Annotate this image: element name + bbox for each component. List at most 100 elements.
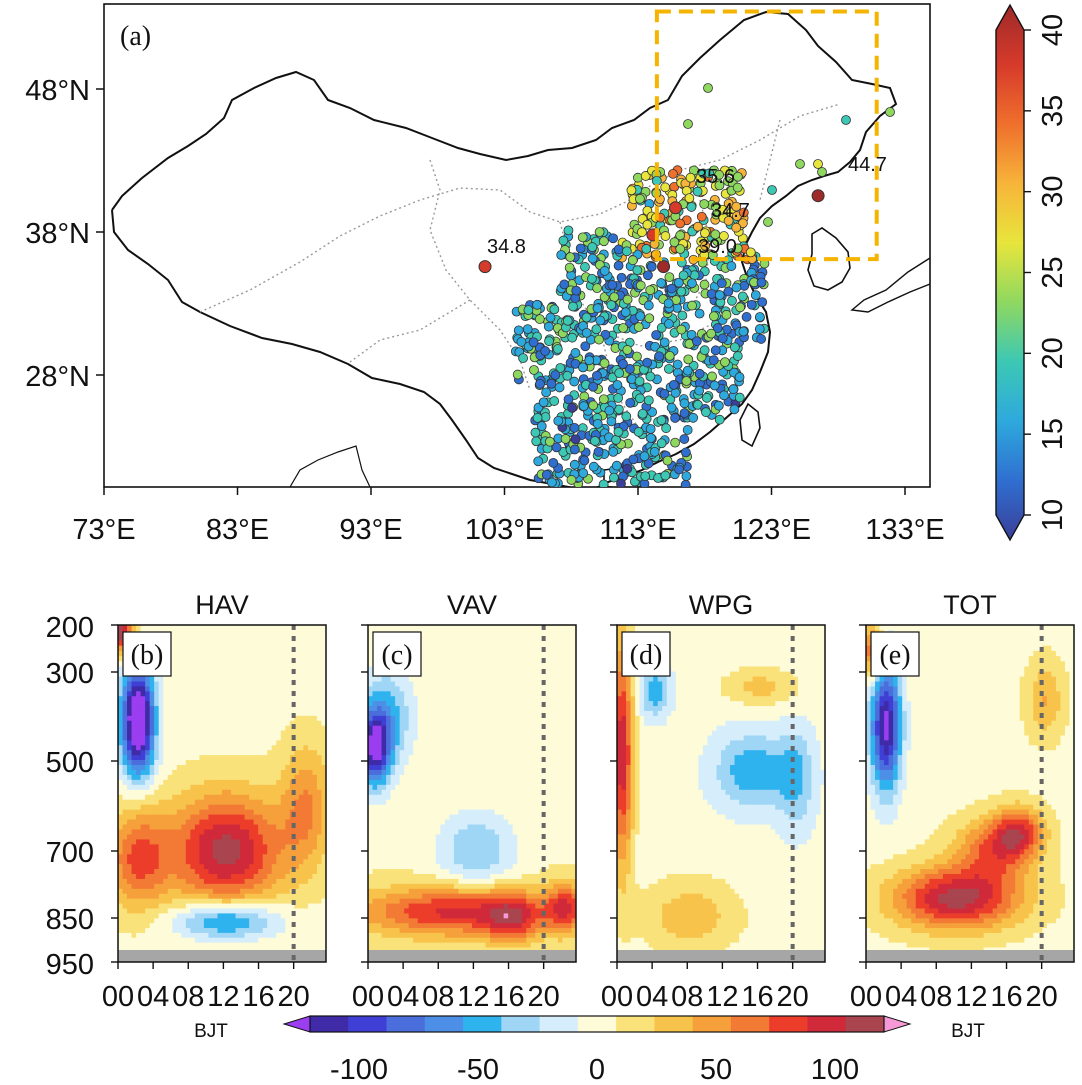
heatmap-cell xyxy=(194,942,200,949)
heatmap-cell xyxy=(231,937,237,944)
heatmap-cell xyxy=(404,923,410,929)
heatmap-cell xyxy=(408,824,414,831)
heatmap-cell xyxy=(395,932,401,939)
heatmap-cell xyxy=(377,799,383,806)
heatmap-cell xyxy=(386,701,392,707)
heatmap-cell xyxy=(276,859,282,865)
heatmap-cell xyxy=(244,769,250,776)
heatmap-cell xyxy=(240,779,246,786)
heatmap-cell xyxy=(381,779,387,786)
heatmap-cell xyxy=(280,671,286,678)
heatmap-cell xyxy=(158,814,164,821)
heatmap-cell xyxy=(262,760,268,766)
heatmap-cell xyxy=(244,696,250,702)
heatmap-cell xyxy=(226,774,232,781)
heatmap-cell xyxy=(285,750,291,756)
heatmap-cell xyxy=(208,666,214,673)
heatmap-cell xyxy=(208,888,214,895)
heatmap-cell xyxy=(190,844,196,850)
station-marker xyxy=(581,312,592,323)
heatmap-cell xyxy=(368,640,374,647)
heatmap-cell xyxy=(244,854,250,860)
heatmap-cell xyxy=(231,809,237,816)
heatmap-cell xyxy=(368,676,374,683)
heatmap-cell xyxy=(312,645,318,652)
hour-tick-label: 12 xyxy=(207,981,239,1013)
heatmap-cell xyxy=(122,750,128,756)
heatmap-cell xyxy=(244,804,250,811)
heatmap-cell xyxy=(136,923,142,929)
heatmap-cell xyxy=(226,918,232,924)
heatmap-cell xyxy=(208,760,214,766)
heatmap-cell xyxy=(244,824,250,831)
heatmap-cell xyxy=(298,676,304,683)
heatmap-cell xyxy=(395,715,401,722)
heatmap-cell xyxy=(262,864,268,870)
heatmap-cell xyxy=(176,824,182,831)
heatmap-cell xyxy=(267,864,273,870)
heatmap-cell xyxy=(208,878,214,885)
heatmap-cell xyxy=(368,635,374,642)
heatmap-cell xyxy=(176,898,182,905)
heatmap-cell xyxy=(307,764,314,771)
heatmap-cell xyxy=(145,706,151,712)
station-marker xyxy=(593,446,604,457)
heatmap-cell xyxy=(158,849,164,855)
station-marker xyxy=(587,273,597,284)
heatmap-cell xyxy=(199,923,205,929)
heatmap-cell xyxy=(190,928,196,934)
heatmap-cell xyxy=(276,814,282,821)
heatmap-cell xyxy=(212,942,219,949)
heatmap-cell xyxy=(408,849,414,855)
station-marker xyxy=(588,400,599,411)
heatmap-cell xyxy=(258,908,264,915)
heatmap-cell xyxy=(217,735,223,741)
station-marker xyxy=(578,401,589,411)
heatmap-cell xyxy=(271,710,277,717)
heatmap-cell xyxy=(267,893,273,900)
heatmap-cell xyxy=(222,893,228,900)
heatmap-cell xyxy=(307,676,314,683)
heatmap-cell xyxy=(231,839,237,845)
heatmap-cell xyxy=(199,819,205,826)
heatmap-cell xyxy=(262,784,268,791)
heatmap-cell xyxy=(158,869,164,875)
heatmap-cell xyxy=(258,869,264,875)
heatmap-cell xyxy=(118,937,124,944)
heatmap-cell xyxy=(185,864,191,870)
heatmap-cell xyxy=(131,715,137,722)
heatmap-cell xyxy=(377,710,383,717)
heatmap-cell xyxy=(395,686,401,692)
heatmap-cell xyxy=(154,903,160,910)
highlight-box xyxy=(654,9,879,262)
heatmap-cell xyxy=(280,755,286,761)
heatmap-cell xyxy=(118,864,124,870)
station-marker xyxy=(684,193,695,204)
heatmap-cell xyxy=(312,676,318,683)
heatmap-cell xyxy=(149,696,155,702)
heatmap-cell xyxy=(298,888,304,895)
heatmap-cell xyxy=(321,774,326,781)
heatmap-cell xyxy=(294,864,300,870)
heatmap-cell xyxy=(212,898,219,905)
heatmap-cell xyxy=(194,819,200,826)
heatmap-cell xyxy=(413,849,419,855)
heatmap-cell xyxy=(307,893,314,900)
heatmap-cell xyxy=(368,645,374,652)
heatmap-cell xyxy=(212,774,219,781)
heatmap-cell xyxy=(413,814,419,821)
heatmap-cell xyxy=(185,706,191,712)
heatmap-cell xyxy=(190,764,196,771)
heatmap-cell xyxy=(280,656,286,662)
heatmap-cell xyxy=(185,903,191,910)
station-marker xyxy=(613,426,624,437)
heatmap-cell xyxy=(231,706,237,712)
heatmap-cell xyxy=(307,839,314,845)
heatmap-cell xyxy=(289,829,295,836)
station-marker xyxy=(563,225,574,236)
heatmap-cell xyxy=(154,769,160,776)
heatmap-cell xyxy=(390,869,396,875)
station-marker xyxy=(643,270,653,281)
heatmap-cell xyxy=(222,715,228,722)
station-marker xyxy=(522,324,533,335)
